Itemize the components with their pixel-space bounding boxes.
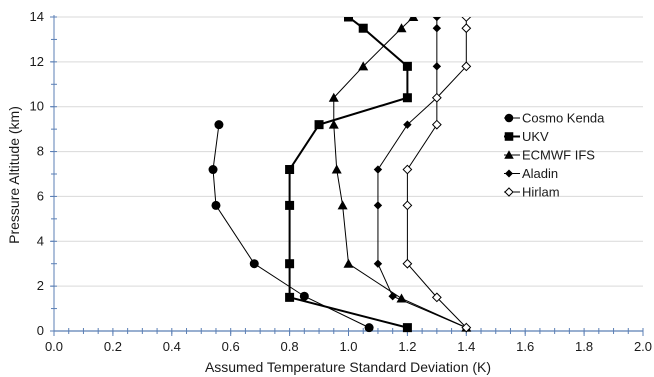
- legend-item-cosmo-kenda: Cosmo Kenda: [504, 111, 605, 126]
- legend-label-ukv: UKV: [522, 129, 549, 144]
- y-tick-label-12: 12: [30, 54, 44, 69]
- point-ecmwf-ifs-6: [328, 92, 339, 102]
- series-hirlam: [402, 17, 472, 333]
- series-line-hirlam: [406, 17, 467, 328]
- x-tick-label-0.6: 0.6: [222, 339, 240, 354]
- point-cosmo-kenda-4: [208, 165, 218, 175]
- y-axis-ticks: 0 2 4 6 8 10 12 14: [30, 9, 57, 338]
- point-ecmwf-ifs-9: [408, 17, 419, 21]
- point-ukv-3: [285, 200, 295, 210]
- x-tick-label-0.2: 0.2: [104, 339, 122, 354]
- point-hirlam-1: [431, 292, 442, 303]
- point-ecmwf-ifs-5: [328, 119, 339, 129]
- point-aladin-4: [373, 165, 383, 174]
- series-line-cosmo-kenda: [212, 124, 370, 329]
- y-tick-label-4: 4: [37, 233, 44, 248]
- x-axis-label: Assumed Temperature Standard Deviation (…: [205, 359, 491, 375]
- point-ecmwf-ifs-4: [331, 164, 342, 174]
- legend-marker-ukv: [504, 132, 514, 141]
- point-aladin-9: [432, 17, 442, 22]
- series-aladin: [373, 17, 471, 332]
- point-cosmo-kenda-0: [364, 323, 374, 333]
- x-tick-label-1.2: 1.2: [398, 339, 416, 354]
- point-ecmwf-ifs-7: [358, 61, 369, 71]
- legend-marker-aladin: [505, 169, 513, 178]
- point-hirlam-6: [431, 92, 442, 103]
- x-tick-label-2.0: 2.0: [634, 339, 652, 354]
- x-tick-label-1.8: 1.8: [575, 339, 593, 354]
- legend: Cosmo Kenda UKV ECMWF IFS Aladin Hirlam: [504, 111, 605, 200]
- point-cosmo-kenda-5: [214, 120, 224, 130]
- legend-label-aladin: Aladin: [522, 166, 558, 181]
- y-tick-label-6: 6: [37, 188, 44, 203]
- legend-marker-hirlam: [504, 187, 514, 197]
- point-ecmwf-ifs-2: [343, 258, 354, 268]
- point-cosmo-kenda-3: [211, 200, 221, 210]
- legend-item-hirlam: Hirlam: [504, 185, 560, 200]
- point-ukv-1: [285, 292, 295, 302]
- series-layer: [208, 17, 472, 333]
- point-hirlam-3: [402, 200, 413, 211]
- x-axis-ticks: 0.0 0.2 0.4 0.6 0.8 1.0 1.2 1.4 1.6 1.8 2.0: [45, 328, 652, 354]
- point-aladin-2: [373, 259, 383, 268]
- series-line-ecmwf-ifs: [333, 17, 467, 329]
- point-ukv-6: [402, 93, 412, 103]
- point-ukv-8: [358, 23, 368, 33]
- legend-item-aladin: Aladin: [504, 166, 558, 181]
- y-tick-label-8: 8: [37, 144, 44, 159]
- x-tick-label-0.8: 0.8: [281, 339, 299, 354]
- point-ukv-4: [285, 165, 295, 175]
- point-aladin-8: [432, 24, 442, 33]
- y-tick-label-0: 0: [37, 323, 44, 338]
- point-hirlam-8: [461, 23, 472, 34]
- point-ukv-7: [402, 61, 412, 71]
- point-ecmwf-ifs-3: [337, 200, 348, 210]
- series-line-aladin: [377, 17, 467, 329]
- x-tick-label-0.4: 0.4: [163, 339, 181, 354]
- series-ukv: [285, 17, 412, 333]
- legend-item-ecmwf-ifs: ECMWF IFS: [504, 148, 595, 163]
- x-tick-label-1.4: 1.4: [457, 339, 475, 354]
- series-cosmo-kenda: [208, 120, 374, 333]
- point-aladin-3: [373, 201, 383, 210]
- point-hirlam-5: [431, 119, 442, 130]
- point-hirlam-0: [461, 322, 472, 333]
- x-tick-label-1.0: 1.0: [339, 339, 357, 354]
- point-ukv-2: [285, 259, 295, 269]
- y-tick-label-2: 2: [37, 278, 44, 293]
- y-axis-label: Pressure Altitude (km): [6, 106, 22, 244]
- y-tick-label-10: 10: [30, 99, 44, 114]
- point-hirlam-2: [402, 258, 413, 269]
- point-cosmo-kenda-1: [299, 291, 309, 301]
- point-hirlam-9: [461, 17, 472, 22]
- point-aladin-1: [388, 292, 397, 301]
- legend-item-ukv: UKV: [504, 129, 549, 144]
- point-aladin-5: [403, 120, 412, 129]
- grid-lines: [54, 16, 643, 287]
- point-aladin-7: [432, 62, 442, 71]
- point-cosmo-kenda-2: [249, 259, 259, 269]
- point-ecmwf-ifs-8: [396, 23, 407, 33]
- legend-marker-ecmwf-ifs: [504, 150, 514, 159]
- legend-label-cosmo-kenda: Cosmo Kenda: [522, 111, 605, 126]
- series-line-ukv: [288, 17, 409, 329]
- point-ukv-0: [402, 323, 412, 333]
- y-tick-label-14: 14: [30, 9, 44, 24]
- point-ukv-5: [314, 120, 324, 130]
- legend-label-ecmwf-ifs: ECMWF IFS: [522, 148, 595, 163]
- legend-label-hirlam: Hirlam: [522, 185, 560, 200]
- point-hirlam-7: [461, 61, 472, 72]
- legend-marker-cosmo-kenda: [504, 113, 514, 123]
- point-ukv-9: [344, 17, 353, 22]
- x-tick-label-0.0: 0.0: [45, 339, 63, 354]
- point-ecmwf-ifs-1: [396, 293, 407, 303]
- x-tick-label-1.6: 1.6: [516, 339, 534, 354]
- point-hirlam-4: [402, 164, 413, 175]
